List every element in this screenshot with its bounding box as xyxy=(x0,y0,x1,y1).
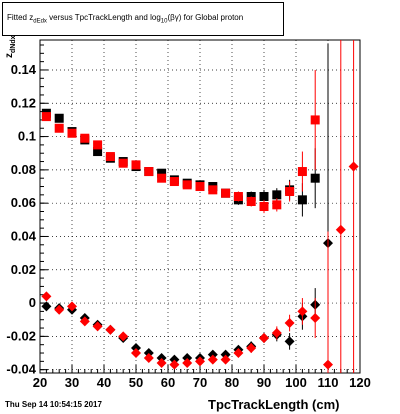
data-point-square xyxy=(310,115,320,125)
data-point-diamond xyxy=(259,333,269,344)
y-tick-label: 0.04 xyxy=(11,228,37,243)
data-point-diamond xyxy=(284,318,295,329)
data-point-square xyxy=(297,167,307,177)
x-tick-label: 60 xyxy=(161,375,175,390)
x-axis-label: TpcTrackLength (cm) xyxy=(208,397,340,412)
data-point-square xyxy=(41,112,51,122)
data-point-square xyxy=(157,168,167,178)
y-tick-label: 0.08 xyxy=(11,162,36,177)
title-suffix: (βγ) for Global proton xyxy=(167,13,244,22)
y-tick-label: 0.12 xyxy=(11,95,36,110)
title-middle: versus TpcTrackLength and log xyxy=(46,13,161,22)
title-prefix: Fitted z xyxy=(7,13,34,22)
data-point-square xyxy=(272,190,282,200)
data-point-square xyxy=(285,187,295,197)
data-point-square xyxy=(208,185,218,195)
data-point-square xyxy=(118,158,128,168)
title-subscript-2: 10 xyxy=(160,18,168,25)
data-point-square xyxy=(310,173,320,183)
data-point-diamond xyxy=(310,313,321,324)
data-point-diamond xyxy=(118,331,129,342)
chart-title: Fitted zdEdx versus TpcTrackLength and l… xyxy=(7,13,243,25)
data-point-diamond xyxy=(246,343,257,354)
data-point-square xyxy=(169,177,179,187)
data-point-square xyxy=(131,160,141,170)
data-point-square xyxy=(259,202,269,211)
data-point-square xyxy=(259,192,269,202)
data-point-diamond xyxy=(297,306,308,317)
data-point-diamond xyxy=(207,354,218,365)
y-tick-label: -0.02 xyxy=(6,328,36,343)
chart-title-box: Fitted zdEdx versus TpcTrackLength and l… xyxy=(2,2,284,36)
x-tick-label: 80 xyxy=(225,375,239,390)
title-subscript: dEdx xyxy=(33,18,47,25)
data-point-square xyxy=(297,195,307,205)
data-point-square xyxy=(246,197,256,207)
y-tick-label: 0.14 xyxy=(11,62,37,77)
y-axis-label-main: z xyxy=(4,53,15,58)
data-point-square xyxy=(272,200,282,210)
data-point-diamond xyxy=(143,353,154,364)
data-point-diamond xyxy=(131,348,141,359)
x-tick-label: 100 xyxy=(285,375,307,390)
y-tick-label: 0.1 xyxy=(18,129,36,144)
data-point-square xyxy=(195,182,205,192)
x-tick-label: 70 xyxy=(193,375,207,390)
data-point-square xyxy=(157,173,167,183)
data-point-diamond xyxy=(220,354,231,365)
data-point-diamond xyxy=(79,316,90,327)
data-point-square xyxy=(67,128,77,138)
data-point-diamond xyxy=(67,301,77,312)
data-point-diamond xyxy=(233,348,244,359)
data-point-diamond xyxy=(335,224,346,235)
y-tick-label: 0.02 xyxy=(11,262,36,277)
y-tick-label: 0.06 xyxy=(11,195,36,210)
x-tick-label: 110 xyxy=(318,375,339,390)
x-tick-label: 20 xyxy=(33,375,47,390)
data-point-square xyxy=(54,113,64,123)
data-point-diamond xyxy=(54,304,65,315)
axes-layer: 20 30 40 50 60 70 80 90 100 110 120 -0.04 -0.02 0 0.02… xyxy=(6,39,371,390)
y-tick-label: -0.04 xyxy=(6,362,36,377)
data-point-square xyxy=(93,147,103,157)
y-axis-label-sub: dNdx xyxy=(10,35,17,54)
data-point-diamond xyxy=(156,358,167,369)
data-point-diamond xyxy=(41,301,52,312)
data-point-diamond xyxy=(195,356,205,367)
data-point-diamond xyxy=(182,358,193,369)
marks-layer xyxy=(41,40,359,373)
data-point-square xyxy=(93,140,103,150)
data-point-square xyxy=(144,167,154,177)
data-point-square xyxy=(80,133,90,143)
data-point-diamond xyxy=(92,321,103,332)
date-stamp: Thu Sep 14 10:54:15 2017 xyxy=(5,400,102,409)
data-point-square xyxy=(233,192,243,202)
data-point-diamond xyxy=(348,161,359,172)
x-tick-label: 40 xyxy=(97,375,111,390)
data-point-square xyxy=(221,188,231,198)
x-tick-label: 120 xyxy=(349,375,371,390)
data-point-diamond xyxy=(284,336,295,347)
data-point-diamond xyxy=(41,291,52,302)
data-point-diamond xyxy=(271,328,282,339)
data-point-diamond xyxy=(105,324,116,335)
data-point-square xyxy=(105,152,115,162)
data-point-square xyxy=(182,180,192,190)
data-point-square xyxy=(54,123,64,133)
y-tick-label: 0 xyxy=(29,295,36,310)
x-tick-label: 50 xyxy=(129,375,143,390)
data-point-diamond xyxy=(169,359,180,370)
x-tick-label: 30 xyxy=(65,375,79,390)
x-tick-label: 90 xyxy=(257,375,271,390)
data-point-diamond xyxy=(323,359,333,370)
y-axis-label: zdNdx xyxy=(4,36,17,59)
